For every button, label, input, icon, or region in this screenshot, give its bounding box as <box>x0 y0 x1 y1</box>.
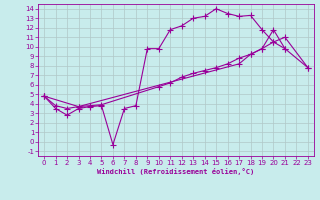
X-axis label: Windchill (Refroidissement éolien,°C): Windchill (Refroidissement éolien,°C) <box>97 168 255 175</box>
